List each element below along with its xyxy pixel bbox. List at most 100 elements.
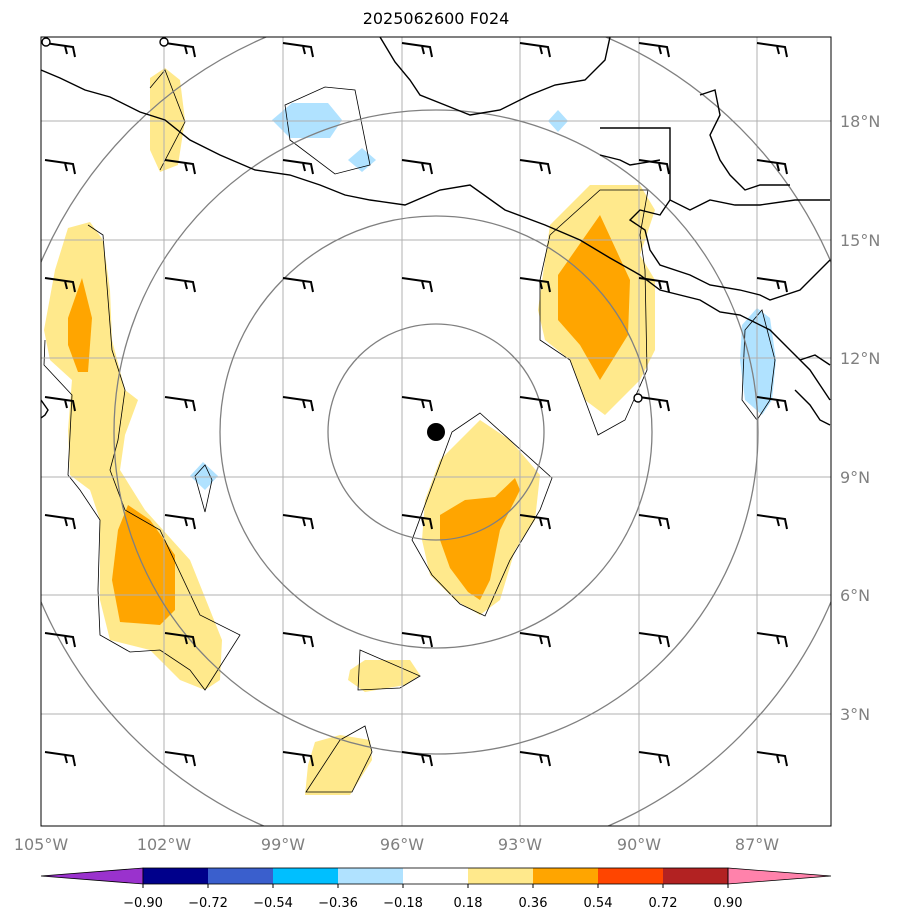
lat-tick: 12°N <box>840 349 880 368</box>
colorbar-segment <box>403 868 468 884</box>
colorbar-segment <box>533 868 598 884</box>
lon-tick: 105°W <box>14 835 69 854</box>
wind-barb <box>519 277 551 293</box>
lon-tick: 99°W <box>261 835 305 854</box>
wind-barb <box>44 632 76 648</box>
anomaly-fill-layer <box>44 68 776 795</box>
colorbar-tick: −0.90 <box>123 896 163 911</box>
wind-barb <box>638 277 670 293</box>
colorbar-tick: −0.72 <box>188 896 228 911</box>
colorbar-tick-labels: −0.90 −0.72 −0.54 −0.36 −0.18 0.18 0.36 … <box>123 896 742 911</box>
wind-barb <box>401 514 433 530</box>
map-title: 2025062600 F024 <box>362 9 510 28</box>
wind-barb <box>401 632 433 648</box>
wind-barb <box>282 159 314 175</box>
wind-barb <box>282 277 314 293</box>
lat-tick: 6°N <box>840 586 870 605</box>
wind-barb <box>282 514 314 530</box>
wind-barb <box>164 514 196 530</box>
colorbar-tick: 0.36 <box>519 896 548 911</box>
wind-barb <box>282 396 314 412</box>
lat-tick: 3°N <box>840 705 870 724</box>
wind-barb <box>401 159 433 175</box>
lon-tick: 102°W <box>137 835 192 854</box>
wind-barb <box>164 42 196 58</box>
coastlines <box>41 37 831 426</box>
lon-tick: 87°W <box>735 835 779 854</box>
wind-barb <box>282 632 314 648</box>
wind-barb <box>638 159 670 175</box>
graticule <box>41 37 831 826</box>
wind-barb <box>756 632 788 648</box>
wind-barb <box>638 514 670 530</box>
contour-outlines <box>43 69 776 793</box>
wind-barb <box>638 42 670 58</box>
station-markers <box>41 37 643 403</box>
colorbar-segment <box>208 868 273 884</box>
wind-barb <box>756 514 788 530</box>
colorbar-tick: 0.18 <box>454 896 483 911</box>
lat-tick: 18°N <box>840 112 880 131</box>
lat-tick-labels: 18°N 15°N 12°N 9°N 6°N 3°N <box>840 112 880 724</box>
wind-barb <box>519 751 551 767</box>
wind-barb <box>756 396 788 412</box>
colorbar-tick: 0.72 <box>649 896 678 911</box>
wind-barb <box>164 159 196 175</box>
colorbar-tick: −0.18 <box>383 896 423 911</box>
wind-barb <box>638 396 670 412</box>
wind-barb <box>401 42 433 58</box>
center-marker <box>427 423 445 441</box>
positive-anomaly-light <box>44 68 655 795</box>
wind-barb <box>44 396 76 412</box>
wind-barbs <box>44 42 788 767</box>
colorbar-segment <box>143 868 208 884</box>
wind-barb <box>756 42 788 58</box>
wind-barb <box>756 159 788 175</box>
colorbar-extend-low <box>40 867 144 885</box>
range-rings <box>41 37 831 826</box>
wind-barb <box>282 42 314 58</box>
wind-barb <box>519 159 551 175</box>
wind-barb <box>638 751 670 767</box>
lon-tick: 93°W <box>498 835 542 854</box>
wind-barb <box>638 632 670 648</box>
colorbar-segment <box>273 868 338 884</box>
wind-barb <box>44 751 76 767</box>
wind-barb <box>519 514 551 530</box>
wind-barb <box>44 514 76 530</box>
wind-barb <box>756 751 788 767</box>
wind-barb <box>756 277 788 293</box>
wind-barb <box>164 396 196 412</box>
wind-barb <box>401 277 433 293</box>
lon-tick-labels: 105°W 102°W 99°W 96°W 93°W 90°W 87°W <box>14 835 779 854</box>
wind-barb <box>282 751 314 767</box>
colorbar-segment <box>598 868 663 884</box>
map-frame <box>40 36 832 827</box>
wind-barb <box>44 42 76 58</box>
wind-barb <box>401 751 433 767</box>
wind-barb <box>519 632 551 648</box>
wind-barb <box>519 42 551 58</box>
colorbar-tick: 0.54 <box>584 896 613 911</box>
colorbar-segment <box>663 868 728 884</box>
lon-tick: 96°W <box>380 835 424 854</box>
wind-barb <box>44 277 76 293</box>
colorbar-segment <box>338 868 403 884</box>
lat-tick: 9°N <box>840 468 870 487</box>
wind-barb <box>401 396 433 412</box>
wind-barb <box>519 396 551 412</box>
colorbar-tick: −0.36 <box>318 896 358 911</box>
colorbar-tick: 0.90 <box>714 896 743 911</box>
wind-barb <box>164 751 196 767</box>
lon-tick: 90°W <box>617 835 661 854</box>
colorbar-extend-high <box>727 867 832 885</box>
wind-barb <box>164 632 196 648</box>
colorbar <box>40 867 832 888</box>
wind-barb <box>164 277 196 293</box>
wind-barb <box>44 159 76 175</box>
colorbar-segment <box>468 868 533 884</box>
lat-tick: 15°N <box>840 231 880 250</box>
colorbar-tick: −0.54 <box>253 896 293 911</box>
colorbar-frame <box>142 867 729 885</box>
